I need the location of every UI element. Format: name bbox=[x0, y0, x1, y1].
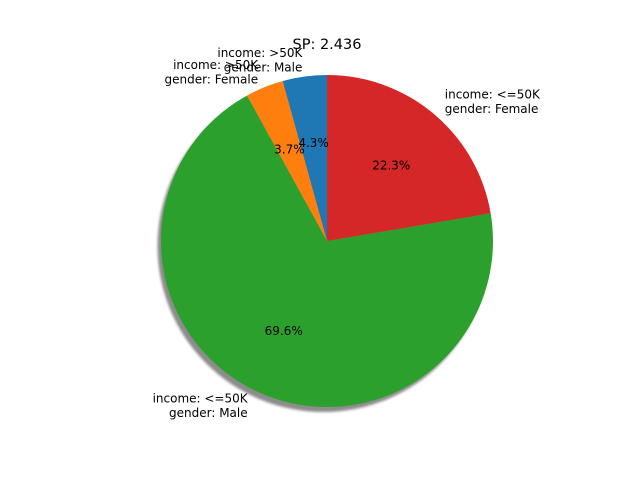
pie-slice-income-50k-gender-male bbox=[282, 75, 327, 241]
pct-label-income-50k-gender-female: 3.7% bbox=[274, 142, 305, 156]
slice-label-income-50k-gender-male: income: <=50K gender: Male bbox=[153, 391, 249, 420]
slice-label-income-50k-gender-female: income: <=50K gender: Female bbox=[445, 87, 541, 116]
slice-label-line: income: <=50K bbox=[153, 391, 249, 405]
slice-label-income-50k-gender-female: income: >50K gender: Female bbox=[165, 58, 260, 87]
pct-label-income-50k-gender-male: 4.3% bbox=[298, 136, 329, 150]
pct-label-income-50k-gender-male: 69.6% bbox=[265, 324, 303, 338]
slice-label-line: income: >50K bbox=[173, 58, 259, 72]
pie-slice-income-50k-gender-female bbox=[327, 75, 491, 241]
slice-label-line: gender: Female bbox=[445, 102, 539, 116]
pct-label-income-50k-gender-female: 22.3% bbox=[372, 158, 410, 172]
pie-slice-income-50k-gender-female bbox=[246, 81, 327, 241]
slice-label-line: gender: Female bbox=[165, 72, 259, 86]
percentage-labels: 4.3%3.7% 69.6% 22.3% bbox=[265, 136, 411, 338]
pie-slice-income-50k-gender-male bbox=[160, 95, 494, 407]
slice-label-line: gender: Male bbox=[169, 406, 248, 420]
slice-label-income-50k-gender-male: income: >50K gender: Male bbox=[217, 46, 303, 75]
chart-title: SP: 2.436 bbox=[293, 37, 362, 53]
slice-label-line: gender: Male bbox=[224, 61, 303, 75]
slice-label-line: income: <=50K bbox=[445, 87, 541, 101]
pie-slices bbox=[160, 75, 494, 407]
slice-label-line: income: >50K bbox=[217, 46, 303, 60]
